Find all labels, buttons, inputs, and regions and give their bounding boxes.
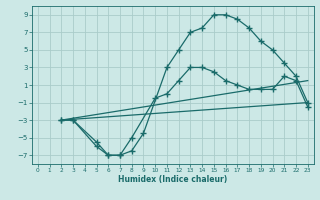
- X-axis label: Humidex (Indice chaleur): Humidex (Indice chaleur): [118, 175, 228, 184]
